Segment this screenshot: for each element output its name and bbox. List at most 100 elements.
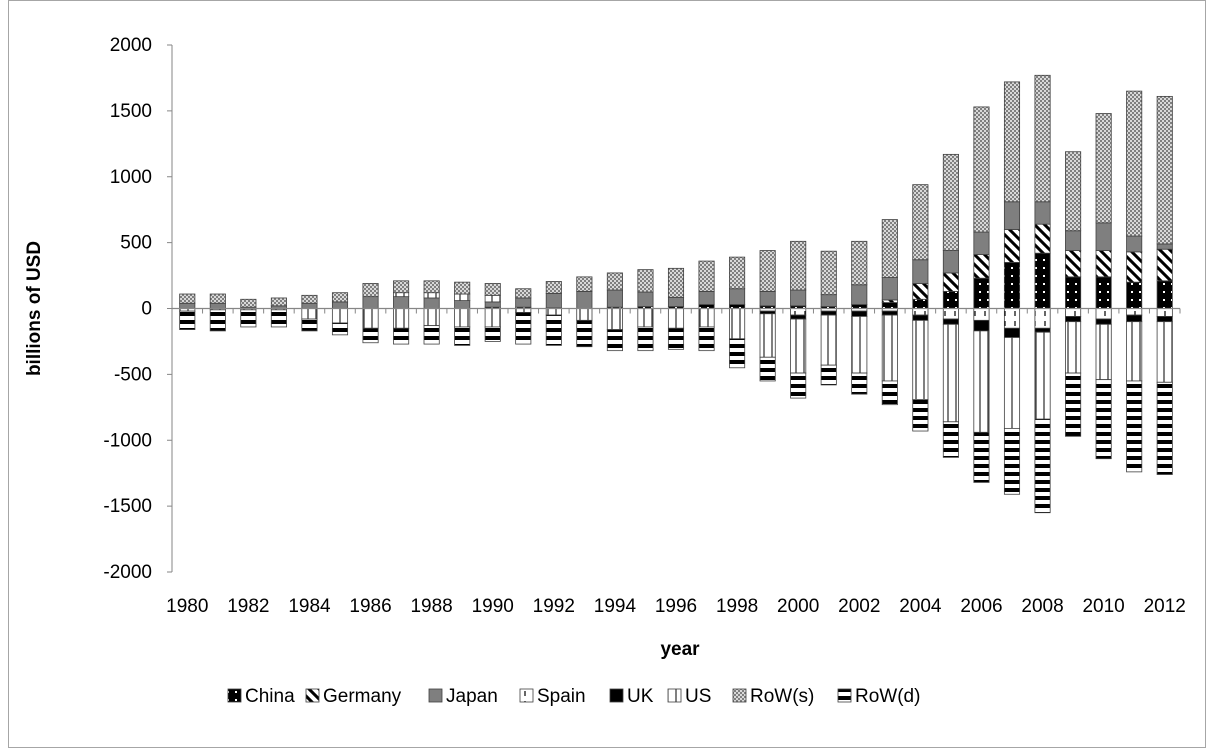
bar-rows-1990 [484, 283, 501, 296]
bar-neg-rowd-1999 [759, 356, 776, 382]
bar-neg-rowd-2001 [820, 364, 837, 386]
bar-neg-uk-2003 [881, 310, 898, 316]
bar-rows-2006 [973, 106, 990, 233]
bar-neg-spain-2010 [1095, 308, 1112, 320]
legend-item-germany: Germany [305, 686, 402, 707]
bar-neg-rowd-2011 [1126, 380, 1143, 473]
legend-label: UK [627, 686, 654, 707]
bar-us-1990 [484, 294, 501, 303]
bar-japan-2007 [1003, 201, 1021, 230]
legend-label: RoW(s) [750, 686, 814, 707]
bar-china-2011 [1126, 281, 1143, 309]
bar-germany-2012 [1156, 248, 1173, 282]
bar-neg-uk-2005 [942, 318, 959, 325]
bar-japan-1991 [515, 297, 532, 308]
bar-neg-us-2005 [942, 323, 959, 423]
bar-neg-rowd-1984 [301, 318, 318, 332]
bar-neg-us-2011 [1126, 321, 1143, 382]
bar-china-2008 [1034, 252, 1051, 309]
bar-japan-1993 [576, 290, 593, 309]
bar-japan-2000 [790, 289, 807, 307]
bar-china-2003 [881, 302, 898, 309]
x-tick-label: 2004 [899, 596, 942, 617]
bar-neg-us-1990 [484, 308, 501, 328]
bar-neg-rowd-2008 [1034, 418, 1051, 514]
bar-neg-us-2010 [1095, 323, 1112, 381]
bar-china-2006 [973, 277, 990, 309]
bar-neg-spain-2007 [1003, 308, 1021, 329]
bar-neg-spain-2006 [973, 308, 990, 321]
bar-neg-rowd-1985 [331, 322, 349, 336]
x-tick-label: 1982 [227, 596, 269, 617]
bar-japan-1990 [484, 301, 501, 308]
legend-label: Germany [323, 686, 402, 707]
bar-rows-1988 [423, 280, 440, 294]
bar-neg-uk-2004 [912, 314, 929, 321]
bar-neg-us-2007 [1003, 337, 1021, 429]
bar-china-2009 [1065, 276, 1082, 309]
bar-neg-us-1992 [545, 308, 562, 316]
bar-neg-uk-2002 [851, 310, 868, 317]
x-tick-label: 1998 [716, 596, 758, 617]
x-tick-label: 2010 [1082, 596, 1124, 617]
bar-neg-spain-2009 [1065, 308, 1082, 317]
bar-neg-us-2004 [912, 319, 929, 400]
bar-japan-1998 [729, 288, 746, 305]
bar-neg-rowd-1989 [454, 326, 471, 346]
bar-germany-2006 [973, 254, 990, 279]
legend-item-spain: Spain [519, 686, 586, 707]
legend-swatch [227, 688, 242, 703]
bar-rows-1987 [393, 280, 410, 294]
bar-neg-rowd-1993 [576, 319, 593, 348]
bar-china-2007 [1003, 261, 1021, 309]
bar-neg-us-2002 [851, 316, 868, 374]
legend-item-uk: UK [609, 686, 654, 707]
y-tick-label: 1500 [110, 101, 152, 122]
bar-neg-us-2006 [973, 330, 990, 433]
bar-us-1989 [454, 293, 471, 301]
bar-japan-2002 [851, 284, 868, 305]
bar-neg-spain-2000 [790, 308, 807, 316]
bar-neg-rowd-2009 [1065, 372, 1082, 437]
bar-neg-us-1994 [606, 308, 623, 330]
x-tick-label: 2008 [1021, 596, 1063, 617]
bar-japan-1996 [667, 296, 685, 307]
bar-rows-2012 [1156, 95, 1173, 245]
bar-neg-us-2008 [1034, 331, 1051, 420]
bar-neg-rowd-2003 [881, 380, 898, 406]
bar-germany-2007 [1003, 229, 1021, 263]
bar-rows-2010 [1095, 113, 1112, 224]
bar-neg-us-2012 [1156, 321, 1173, 383]
y-axis-title: billions of USD [24, 241, 45, 376]
bar-neg-rowd-1982 [240, 309, 257, 328]
bar-japan-1989 [454, 300, 471, 309]
x-tick-label: 1980 [166, 596, 208, 617]
bar-rows-1994 [606, 272, 623, 291]
bar-neg-us-2001 [820, 314, 837, 366]
bar-japan-1997 [698, 290, 715, 305]
bar-rows-1982 [240, 298, 257, 308]
bar-neg-spain-2005 [942, 308, 959, 320]
bar-rows-2008 [1034, 74, 1051, 203]
bar-germany-2008 [1034, 223, 1051, 254]
bar-neg-spain-2004 [912, 308, 929, 316]
legend-item-rowd: RoW(d) [837, 686, 920, 707]
bar-neg-spain-2011 [1126, 308, 1143, 316]
bar-rows-2000 [790, 240, 807, 291]
legend-item-china: China [227, 686, 295, 707]
bar-china-2010 [1095, 276, 1112, 309]
legend-swatch [667, 688, 682, 703]
bar-neg-rowd-2006 [973, 431, 990, 483]
x-tick-label: 2000 [777, 596, 819, 617]
bar-rows-1995 [637, 269, 654, 293]
bar-neg-rowd-1983 [270, 309, 287, 328]
bar-germany-2009 [1065, 250, 1082, 278]
bar-neg-rowd-1995 [637, 326, 654, 352]
bar-neg-spain-2012 [1156, 308, 1173, 317]
bar-rows-1985 [331, 292, 349, 303]
y-tick-label: -1000 [103, 430, 152, 451]
bar-us-1988 [423, 292, 440, 299]
y-tick-label: -1500 [103, 496, 152, 517]
bar-rows-1998 [729, 256, 746, 290]
bar-us-1987 [393, 292, 410, 298]
